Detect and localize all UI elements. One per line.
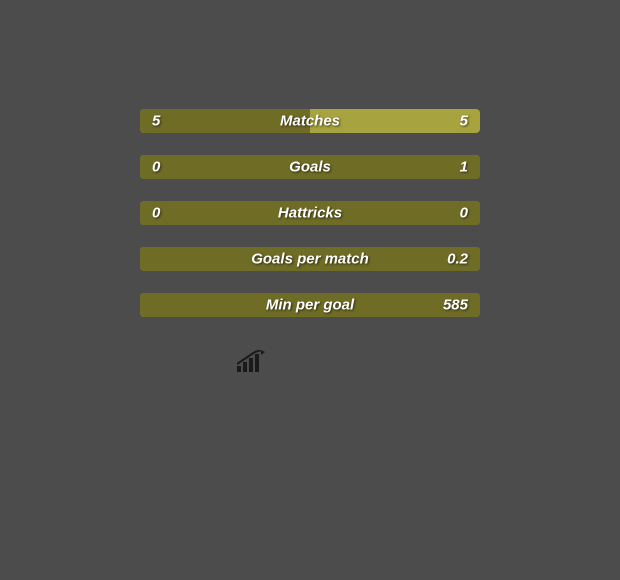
stat-value-right: 5 [460, 113, 468, 130]
stat-bar: 5 5 Matches [140, 109, 480, 133]
stat-label: Goals per match [251, 251, 369, 268]
stat-value-right: 0 [460, 205, 468, 222]
stat-label: Goals [289, 159, 331, 176]
stat-bar: 0.2 Goals per match [140, 247, 480, 271]
stat-value-left: 0 [152, 205, 160, 222]
stat-bar-fill-left [140, 155, 208, 179]
stat-label: Matches [280, 113, 340, 130]
stat-value-left: 5 [152, 113, 160, 130]
stat-bar-fill-right [208, 155, 480, 179]
background [0, 0, 620, 580]
stat-value-right: 1 [460, 159, 468, 176]
stat-bar-fill-left [140, 247, 259, 271]
stat-value-left: 0 [152, 159, 160, 176]
stat-bar: 585 Min per goal [140, 293, 480, 317]
stat-label: Hattricks [278, 205, 342, 222]
stat-bar: 0 1 Goals [140, 155, 480, 179]
fctables-logo-icon [237, 350, 265, 372]
comparison-card: Castellanos Santos vs González Club comp… [0, 0, 620, 580]
stat-value-right: 0.2 [447, 251, 468, 268]
stat-bar: 0 0 Hattricks [140, 201, 480, 225]
stat-value-right: 585 [443, 297, 468, 314]
stat-label: Min per goal [266, 297, 354, 314]
